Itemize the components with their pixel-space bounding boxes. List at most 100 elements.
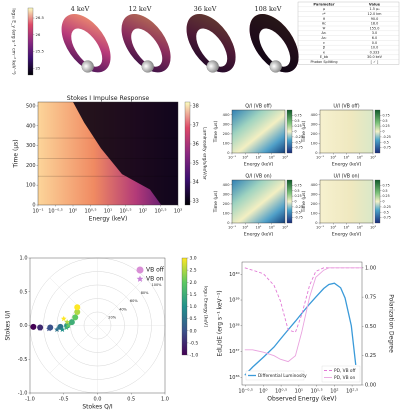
x-tick-label: 10¹·⁵ xyxy=(311,389,323,395)
x-tick-label: 10¹ xyxy=(104,209,112,215)
x-axis-label: Energy (keV) xyxy=(332,232,362,238)
y-tick-label: 200 xyxy=(223,132,231,136)
y-tick-label: 400 xyxy=(311,113,319,117)
x-axis-label: Energy (keV) xyxy=(244,162,274,168)
legend-box xyxy=(245,370,305,381)
x-tick-label: 10⁰ xyxy=(242,226,249,230)
legend-label: PD, VB on xyxy=(334,375,356,381)
y-axis-label: Stokes U/I xyxy=(5,310,12,340)
colorbar-tick-label: 38 xyxy=(193,103,199,109)
colorbar-tick-label: 34 xyxy=(193,180,199,186)
y-tick-label: 400 xyxy=(311,183,319,187)
x-tick-label: 10¹ xyxy=(255,226,262,230)
table-cell: 3.0 xyxy=(372,31,377,35)
x-tick-label: 10¹ xyxy=(343,156,350,160)
x-tick-label: 10⁻⁰·⁵ xyxy=(48,209,63,215)
y-tick-label: 0.0 xyxy=(20,323,28,329)
table-cell: r* xyxy=(322,12,325,16)
x-axis-label: Energy (keV) xyxy=(89,216,128,223)
x-axis-label: Energy (keV) xyxy=(244,232,274,238)
colorbar-tick-label: -0.5 xyxy=(383,140,389,144)
colorbar-tick-label: -0.25 xyxy=(295,135,303,139)
track-point xyxy=(64,319,70,325)
x-tick-label: 10² xyxy=(269,226,276,230)
colorbar-tick-label: -0.75 xyxy=(295,216,303,220)
colorbar-tick-label: 26 xyxy=(36,32,41,37)
table-cell: Ψ xyxy=(323,26,326,30)
track-point xyxy=(74,309,81,315)
colorbar-tick-label: 26.5 xyxy=(36,15,45,20)
track-point xyxy=(72,314,79,321)
y-tick-label: 0 xyxy=(227,221,230,225)
track-point xyxy=(30,323,37,330)
table-cell: [ ✓ ] xyxy=(371,60,379,64)
y-tick-label: 10³⁹ xyxy=(229,298,239,304)
colorbar-tick-label: -0.75 xyxy=(295,146,303,150)
table-cell: 12.0 km xyxy=(368,12,383,16)
polar-ring-label: 40% xyxy=(119,307,127,311)
x-tick-label: 10² xyxy=(269,156,276,160)
table-cell: E_bb xyxy=(320,55,328,59)
table-cell: 1.5 μ₀ xyxy=(370,7,381,11)
y-tick-label: 100 xyxy=(311,211,319,215)
x-tick-label: -1.0 xyxy=(25,397,35,403)
polar-spoke xyxy=(49,277,146,374)
colorbar-tick-label: -0.25 xyxy=(383,135,391,139)
y-tick-label: 0 xyxy=(315,221,318,225)
heatmap-dark xyxy=(73,102,178,205)
colorbar-tick-label: 0.5 xyxy=(383,189,388,193)
x-tick-label: 10⁻¹ xyxy=(316,226,324,230)
y-tick-label: 10⁴⁰ xyxy=(229,272,239,278)
colorbar-tick-label: 0.25 xyxy=(383,194,390,198)
x-tick-label: 10¹ xyxy=(255,156,262,160)
legend-label: PD, VB off xyxy=(334,368,357,374)
x-tick-label: 10⁻¹ xyxy=(228,156,236,160)
y-tick-label: 300 xyxy=(311,192,319,196)
colorbar-tick-label: -0.25 xyxy=(295,205,303,209)
legend-label: VB on xyxy=(146,276,164,283)
colorbar xyxy=(286,179,293,224)
colorbar-tick-label: 0.5 xyxy=(295,189,300,193)
neutron-star xyxy=(206,60,219,73)
table-cell: κ xyxy=(323,50,325,54)
x-tick-label: 10⁻¹ xyxy=(228,226,236,230)
colorbar-tick-label: 0.75 xyxy=(383,183,390,187)
y-tick-label: 200 xyxy=(223,202,231,206)
y-axis-label: EdL/dE (erg s⁻¹ keV⁻¹) xyxy=(217,290,224,356)
x-tick-label: 10⁰ xyxy=(259,389,267,395)
x-tick-label: 10³ xyxy=(282,226,289,230)
x-tick-label: 10³ xyxy=(370,156,377,160)
table-cell: 0.0 xyxy=(372,41,377,45)
y-axis-label: Time (µs) xyxy=(13,139,20,168)
track-point xyxy=(65,322,72,328)
x-tick-label: 10⁰ xyxy=(69,209,77,215)
x-tick-label: 10⁻⁰·⁵ xyxy=(238,389,253,395)
panel-title: 36 keV xyxy=(194,5,217,13)
x-tick-label: 10¹ xyxy=(295,389,303,395)
x-tick-label: 10⁰·⁵ xyxy=(275,389,287,395)
colorbar-tick-label: 25.5 xyxy=(36,49,45,54)
x-tick-label: 10⁻¹ xyxy=(32,209,43,215)
disk-hole xyxy=(259,28,291,67)
y-tick-label: 10³⁶ xyxy=(229,375,239,381)
x-tick-label: 10³ xyxy=(370,226,377,230)
y-tick-label: 100 xyxy=(223,211,231,215)
x-tick-label: 10⁰ xyxy=(242,156,249,160)
table-cell: ε xyxy=(323,41,325,45)
colorbar-label: log₁₀ E_γ (erg s⁻¹ cm⁻² keV⁻¹) xyxy=(11,8,17,75)
x-tick-label: 10² xyxy=(139,209,147,215)
colorbar xyxy=(184,101,191,206)
x-tick-label: 10⁰ xyxy=(330,156,337,160)
y-tick-label: 200 xyxy=(311,202,319,206)
y-tick-label: 300 xyxy=(223,122,231,126)
x-tick-label: 10² xyxy=(330,389,338,395)
track-point xyxy=(59,326,66,332)
disk-hole xyxy=(71,28,103,67)
disk-hole xyxy=(131,28,163,67)
disk-panel xyxy=(121,14,171,73)
table-cell: 18.0 xyxy=(371,22,379,26)
y2-tick-label: 0.50 xyxy=(365,324,376,330)
legend-box xyxy=(321,365,361,383)
y-tick-label: 0 xyxy=(227,151,230,155)
